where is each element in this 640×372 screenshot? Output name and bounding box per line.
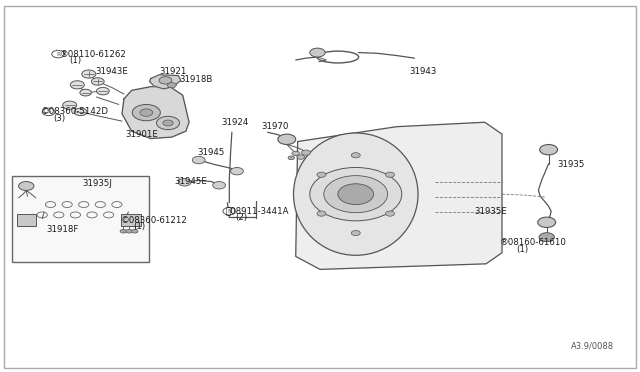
Text: 31935J: 31935J: [83, 179, 112, 187]
Circle shape: [132, 230, 138, 233]
Text: 31935: 31935: [557, 160, 585, 169]
Circle shape: [385, 172, 394, 177]
Circle shape: [140, 109, 153, 116]
Circle shape: [317, 172, 326, 177]
Polygon shape: [150, 75, 180, 89]
Text: 31943: 31943: [410, 67, 436, 76]
Bar: [121, 214, 141, 226]
Text: 31924: 31924: [221, 118, 248, 127]
Polygon shape: [122, 87, 189, 138]
Bar: [17, 214, 36, 226]
Circle shape: [126, 230, 132, 233]
Polygon shape: [296, 122, 502, 269]
Circle shape: [351, 230, 360, 235]
Text: 31943E: 31943E: [95, 67, 128, 76]
Text: ©08360-61212: ©08360-61212: [121, 216, 188, 225]
Circle shape: [292, 151, 300, 155]
Circle shape: [178, 179, 191, 186]
Text: 31921: 31921: [159, 67, 186, 76]
Circle shape: [63, 101, 77, 109]
Text: ©08360-5142D: ©08360-5142D: [40, 108, 108, 116]
Circle shape: [212, 182, 225, 189]
Circle shape: [539, 233, 554, 241]
Circle shape: [52, 50, 65, 58]
Text: (3): (3): [53, 114, 65, 123]
Circle shape: [82, 70, 96, 78]
Circle shape: [74, 108, 87, 116]
Circle shape: [70, 81, 84, 89]
Circle shape: [192, 156, 205, 164]
Text: ⓝ08911-3441A: ⓝ08911-3441A: [225, 207, 289, 216]
Circle shape: [163, 120, 173, 126]
Text: (1): (1): [134, 222, 146, 231]
Text: N: N: [227, 209, 232, 214]
Ellipse shape: [294, 133, 418, 255]
Circle shape: [230, 167, 243, 175]
Text: R: R: [56, 52, 60, 57]
Circle shape: [97, 87, 109, 95]
Circle shape: [338, 184, 374, 205]
Circle shape: [223, 208, 236, 215]
Circle shape: [80, 89, 92, 96]
Circle shape: [278, 134, 296, 144]
Bar: [12, 176, 149, 262]
Text: ®08110-61262: ®08110-61262: [60, 50, 126, 59]
Circle shape: [324, 176, 388, 213]
Circle shape: [538, 217, 556, 228]
Circle shape: [317, 211, 326, 216]
Text: (2): (2): [236, 214, 248, 222]
Circle shape: [120, 230, 127, 233]
Text: S: S: [47, 109, 51, 114]
Circle shape: [92, 78, 104, 85]
Circle shape: [301, 150, 310, 155]
Text: 31935E: 31935E: [474, 208, 508, 217]
Circle shape: [132, 105, 161, 121]
Text: 31901E: 31901E: [125, 129, 158, 139]
Circle shape: [168, 83, 176, 88]
Circle shape: [157, 116, 179, 130]
Circle shape: [288, 156, 294, 160]
Text: 31918B: 31918B: [179, 75, 213, 84]
Circle shape: [310, 167, 402, 221]
Circle shape: [159, 77, 172, 84]
Text: 31945E: 31945E: [174, 177, 207, 186]
Circle shape: [297, 155, 305, 159]
Circle shape: [540, 144, 557, 155]
Text: 31970: 31970: [261, 122, 289, 131]
Text: (1): (1): [70, 56, 82, 65]
Circle shape: [351, 153, 360, 158]
Text: 31918F: 31918F: [47, 225, 79, 234]
Text: (1): (1): [516, 244, 529, 253]
Circle shape: [310, 48, 325, 57]
Circle shape: [42, 108, 55, 116]
Circle shape: [385, 211, 394, 216]
Circle shape: [19, 182, 34, 190]
Text: 31945: 31945: [197, 148, 225, 157]
Text: ®08160-61610: ®08160-61610: [500, 238, 567, 247]
Text: A3.9/0088: A3.9/0088: [571, 342, 614, 351]
